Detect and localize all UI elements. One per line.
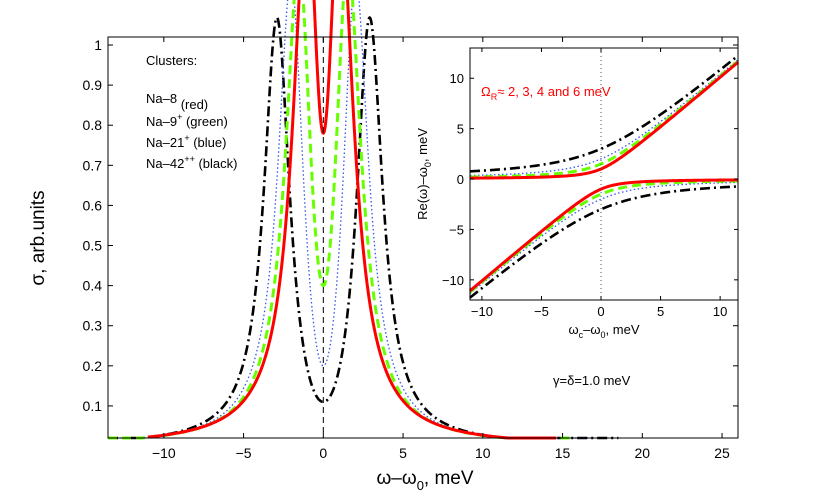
main-x-axis: −10 −5 0 5 10 15 20 25: [152, 37, 730, 461]
main-y-axis-label: σ, arb.units: [28, 190, 49, 285]
legend-title: Clusters:: [146, 53, 197, 68]
inset-x-tick-label: −10: [471, 304, 493, 319]
inset-x-tick-label: 0: [597, 304, 604, 319]
main-series-group: [107, 0, 619, 440]
main-x-tick-label: 5: [399, 445, 407, 461]
inset-upper-branch: [469, 61, 739, 180]
inset-upper-branch: [469, 59, 739, 177]
main-x-tick-label: 10: [475, 445, 491, 461]
main-x-tick-label: −5: [236, 445, 252, 461]
main-y-axis: 0.1 0.2 0.3 0.4 0.5 0.6 0.7 0.8 0.9 1: [83, 37, 738, 414]
main-series-line: [146, 0, 558, 440]
inset-y-tick-label: −5: [449, 222, 464, 237]
inset-y-tick-label: 5: [457, 122, 464, 137]
inset-y-axis: −10 −5 0 5 10: [442, 71, 738, 288]
omega-r-annotation: ΩR≈ 2, 3, 4 and 6 meV: [481, 84, 611, 102]
inset-y-tick-label: 10: [450, 71, 464, 86]
main-series-line: [107, 16, 619, 440]
inset-y-tick-label: 0: [457, 172, 464, 187]
inset-x-axis: −10 −5 0 5 10: [471, 48, 727, 319]
main-y-tick-label: 0.4: [83, 278, 103, 294]
inset-y-tick-label: −10: [442, 273, 464, 288]
main-y-tick-label: 0.3: [83, 318, 103, 334]
main-x-tick-label: 15: [555, 445, 571, 461]
main-x-tick-label: 0: [319, 445, 327, 461]
main-x-tick-label: −10: [152, 445, 176, 461]
inset-upper-branch: [469, 54, 739, 173]
inset-y-axis-label: Re(ω)–ω0, meV: [415, 128, 433, 220]
main-y-tick-label: 0.2: [83, 358, 103, 374]
main-x-tick-label: 20: [635, 445, 651, 461]
legend-item-na9: Na–9+ (green): [146, 112, 228, 129]
main-y-tick-label: 0.7: [83, 157, 103, 173]
main-y-tick-label: 0.8: [83, 117, 103, 133]
main-y-tick-label: 0.9: [83, 77, 103, 93]
inset-lower-branch: [469, 178, 739, 292]
main-y-tick-label: 1: [94, 37, 102, 53]
legend-item-na8: Na–8 (red): [146, 91, 208, 112]
inset-x-axis-label: ωc–ω0, meV: [568, 322, 639, 340]
main-y-tick-label: 0.5: [83, 238, 103, 254]
inset-plot: −10 −5 0 5 10 −10 −5 0 5 10 ωc–ω0, meV Re(ω)–ω0,…: [415, 47, 739, 340]
legend-item-na21: Na–21+ (blue): [146, 133, 226, 150]
legend: Clusters: Na–8 (red) Na–9+ (green) Na–21…: [146, 53, 237, 171]
inset-lower-branch: [469, 185, 739, 299]
main-y-tick-label: 0.6: [83, 197, 103, 213]
legend-item-na42: Na–42++ (black): [146, 154, 237, 171]
inset-x-tick-label: 10: [713, 304, 727, 319]
main-x-tick-label: 25: [714, 445, 730, 461]
inset-series-group: [469, 54, 739, 299]
inset-x-tick-label: 5: [657, 304, 664, 319]
inset-lower-branch: [469, 181, 739, 294]
gamma-delta-annotation: γ=δ=1.0 meV: [553, 373, 631, 388]
main-y-tick-label: 0.1: [83, 398, 103, 414]
main-x-axis-label: ω–ω0, meV: [376, 468, 473, 493]
inset-plot-frame: [469, 47, 739, 301]
inset-x-tick-label: −5: [534, 304, 549, 319]
